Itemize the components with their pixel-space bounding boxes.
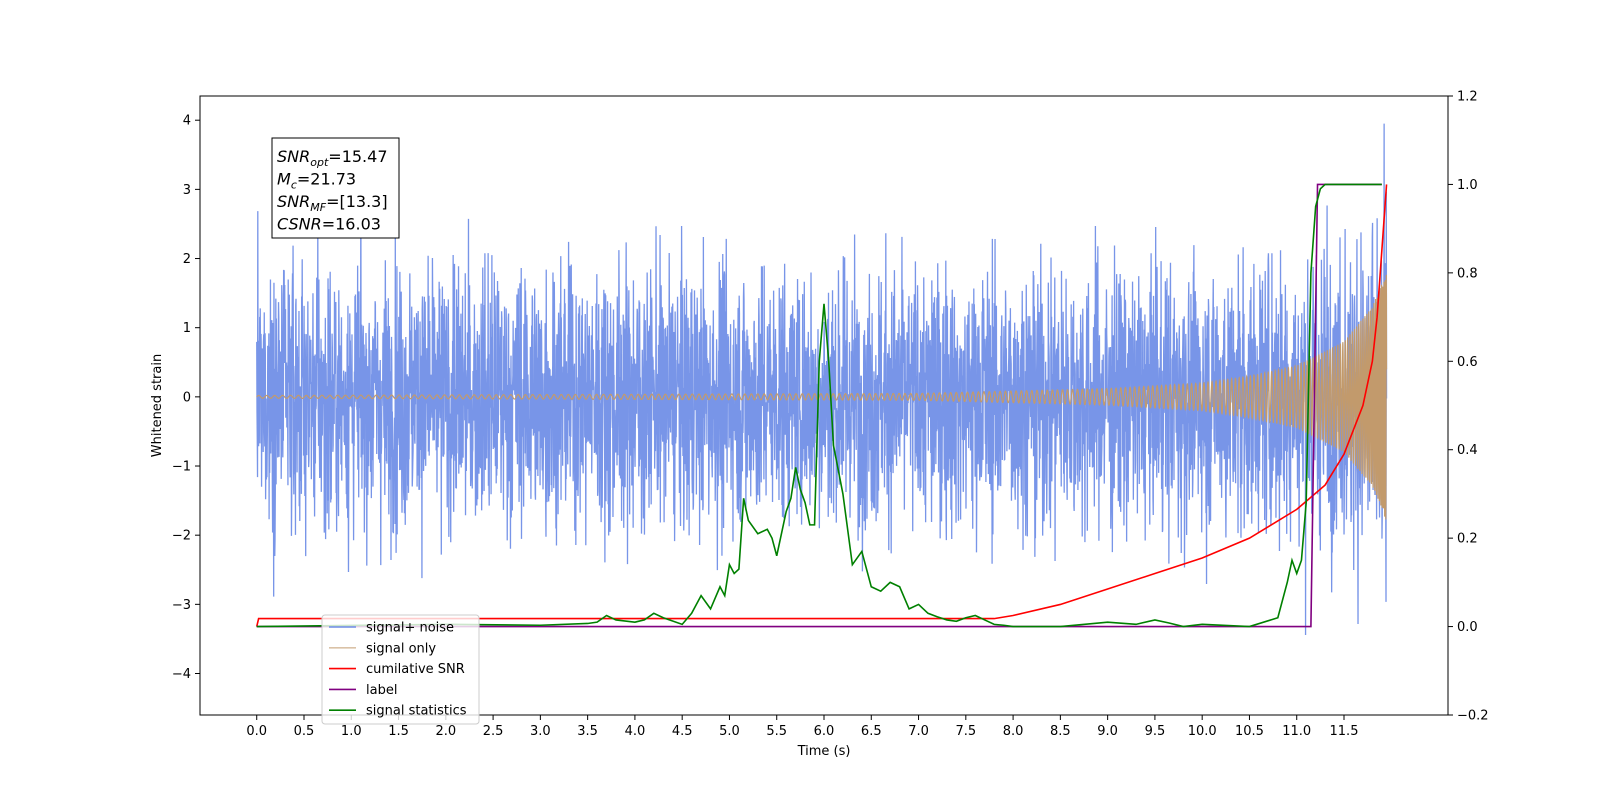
x-tick-label: 6.0 [814,724,835,739]
legend-entry: signal only [366,641,436,656]
annotation-var: M [277,170,291,189]
y-tick-label: −1 [172,460,191,475]
x-tick-label: 10.0 [1188,724,1217,739]
y-right-tick-label: 0.4 [1457,443,1478,458]
annotation-frame [271,137,400,239]
annotation-var: CSNR [277,215,322,234]
annotation-value: =[13.3] [326,192,388,211]
x-tick-label: 3.0 [530,724,551,739]
x-tick-label: 11.0 [1282,724,1311,739]
y-right-tick-label: 0.6 [1457,355,1478,370]
y-tick-label: 2 [183,252,191,267]
legend-entry: label [366,683,397,698]
annotation-var: SNR [277,147,310,166]
y-right-tick-label: 0.8 [1457,266,1478,281]
x-tick-label: 5.0 [719,724,740,739]
legend-entry: signal+ noise [366,621,454,636]
x-tick-label: 2.5 [483,724,504,739]
annotation-value: =15.47 [328,147,387,166]
x-tick-label: 2.0 [435,724,456,739]
y-tick-label: −4 [172,667,191,682]
annotation-line: SNRMF=[13.3] [277,192,388,214]
y-right-tick-label: 1.2 [1457,90,1478,105]
legend-entry: cumilative SNR [366,662,465,677]
y-tick-label: 4 [183,114,191,129]
plot-area [255,123,1388,636]
x-tick-label: 3.5 [577,724,598,739]
y-right-tick-label: −0.2 [1457,709,1489,724]
x-tick-label: 11.5 [1330,724,1359,739]
x-tick-label: 10.5 [1235,724,1264,739]
x-tick-label: 4.5 [672,724,693,739]
axes: 0.0 0.5 1.0 1.5 2.0 2.5 3.0 3.5 4.0 4.5 5.0 5.5 6.0 6… [172,90,1489,740]
x-axis-label: Time (s) [797,744,851,759]
annotation-sub: c [291,179,297,192]
x-tick-label: 8.5 [1050,724,1071,739]
annotation-sub: opt [310,156,329,169]
annotation-sub: MF [310,201,326,214]
y-axis-label: Whitened strain [150,354,165,457]
series-signal-noise [256,123,1388,636]
x-tick-label: 7.0 [908,724,929,739]
x-tick-label: 9.0 [1097,724,1118,739]
x-tick-label: 9.5 [1145,724,1166,739]
x-tick-label: 8.0 [1003,724,1024,739]
legend-entry: signal statistics [366,704,467,719]
y-tick-label: 0 [183,390,191,405]
series-signal-statistics [256,183,1382,628]
y-tick-label: −3 [172,598,191,613]
y-tick-label: 3 [183,183,191,198]
y-right-tick-label: 1.0 [1457,178,1478,193]
y-right-tick-label: 0.0 [1457,620,1478,635]
annotation-line: CSNR=16.03 [277,215,381,234]
x-tick-label: 1.0 [341,724,362,739]
legend: signal+ noise signal only cumilative SNR la… [321,614,480,725]
annotation-line: SNRopt=15.47 [277,147,388,169]
y-tick-label: −2 [172,529,191,544]
annotation-value: =16.03 [322,215,381,234]
x-tick-label: 1.5 [388,724,409,739]
x-tick-label: 4.0 [625,724,646,739]
annotation-var: SNR [277,192,310,211]
x-tick-label: 0.5 [294,724,315,739]
y-right-tick-label: 0.2 [1457,532,1478,547]
y-tick-label: 1 [183,321,191,336]
x-tick-label: 7.5 [955,724,976,739]
x-tick-label: 6.5 [861,724,882,739]
annotation-line: Mc=21.73 [277,170,356,192]
x-tick-label: 0.0 [246,724,267,739]
series-signal-only [256,274,1388,520]
legend-frame [321,614,480,725]
annotation-value: =21.73 [297,170,356,189]
annotation-box: SNRopt=15.47Mc=21.73SNRMF=[13.3]CSNR=16.… [271,137,400,239]
x-tick-label: 5.5 [766,724,787,739]
